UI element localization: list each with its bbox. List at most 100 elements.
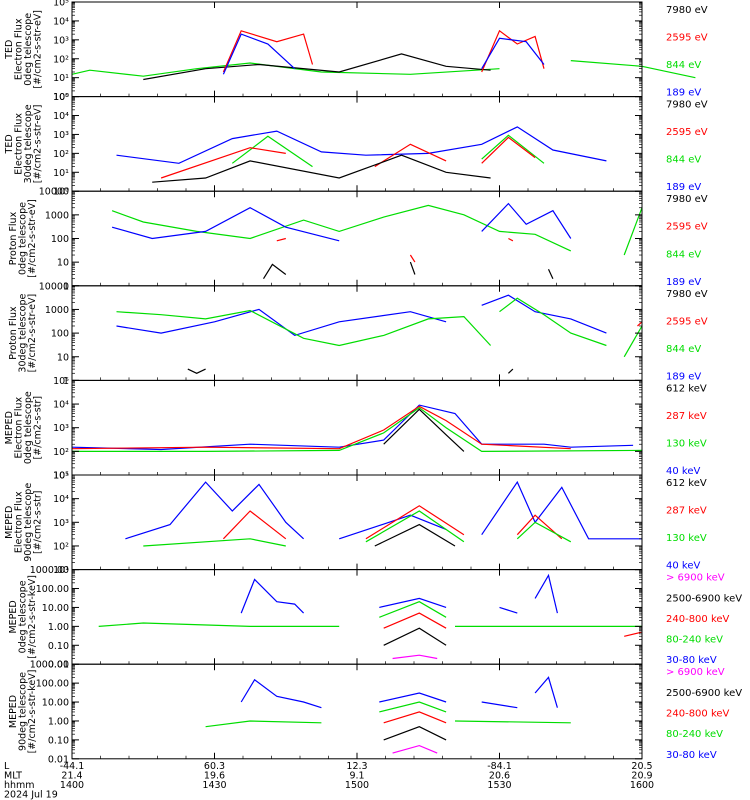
legend-entry: 80-240 keV bbox=[666, 635, 723, 646]
legend-entry: 30-80 keV bbox=[666, 750, 717, 761]
x-row-label: hhmm bbox=[4, 780, 35, 791]
y-axis-label: [#/cm2-s-str-eV] bbox=[33, 105, 44, 184]
legend-entry: > 6900 keV bbox=[666, 667, 725, 678]
legend-entry: > 6900 keV bbox=[666, 573, 725, 584]
y-tick-label: 1000.00 bbox=[30, 660, 69, 671]
panel-7-series-4-segment-1 bbox=[383, 627, 447, 646]
legend-entry: 2595 eV bbox=[666, 33, 708, 44]
y-tick-label: 10.00 bbox=[42, 698, 69, 709]
y-tick-label: 10¹ bbox=[53, 471, 69, 482]
y-tick-label: 0.01 bbox=[48, 754, 69, 765]
panel-8-series-2-segment-3 bbox=[454, 720, 571, 724]
panel-2-series-2-segment-1 bbox=[231, 135, 313, 168]
y-tick-label: 1 bbox=[63, 376, 69, 387]
x-tick-label: 1500 bbox=[345, 780, 369, 791]
y-tick-label: 10¹ bbox=[53, 565, 69, 576]
y-tick-label: 10³ bbox=[53, 423, 69, 434]
panel-3-series-4-segment-1 bbox=[262, 263, 287, 280]
legend-entry: 844 eV bbox=[666, 60, 701, 71]
x-tick-label: 20.9 bbox=[631, 770, 652, 781]
legend-entry: 80-240 keV bbox=[666, 729, 723, 740]
x-tick-label: 1430 bbox=[202, 780, 226, 791]
legend-entry: 189 eV bbox=[666, 88, 701, 99]
legend-entry: 2595 eV bbox=[666, 222, 708, 233]
panel-frame bbox=[71, 569, 643, 665]
panel-2-series-3-segment-2 bbox=[374, 143, 447, 168]
legend-entry: 612 keV bbox=[666, 383, 707, 394]
x-row-label: MLT bbox=[4, 770, 22, 781]
panel-6-series-1-segment-3 bbox=[481, 480, 642, 540]
panel-frame bbox=[71, 663, 643, 760]
panel-8-series-2-segment-2 bbox=[379, 701, 447, 713]
y-tick-label: 1.00 bbox=[48, 716, 69, 727]
legend-entry: 612 keV bbox=[666, 478, 707, 489]
y-tick-label: 0.10 bbox=[48, 735, 69, 746]
y-axis-label: [#/cm2-s-str] bbox=[33, 396, 44, 459]
legend-entry: 240-800 keV bbox=[666, 709, 730, 720]
panel-8-series-1-segment-1 bbox=[240, 678, 322, 709]
panel-4-series-2-segment-1 bbox=[116, 309, 492, 347]
date-label: 2024 Jul 19 bbox=[4, 789, 58, 800]
panel-7-series-2-segment-2 bbox=[379, 601, 447, 618]
y-tick-label: 10² bbox=[53, 54, 69, 65]
panel-6-series-3-segment-1 bbox=[143, 538, 286, 547]
y-axis-label: 90deg telescope bbox=[18, 672, 29, 751]
y-tick-label: 10¹ bbox=[53, 168, 69, 179]
panel-5-series-1-segment-1 bbox=[71, 404, 634, 451]
panel-5-series-3-segment-1 bbox=[72, 406, 643, 453]
y-tick-label: 100.00 bbox=[36, 679, 69, 690]
panel-2-series-2-segment-2 bbox=[481, 134, 545, 164]
legend-entry: 40 keV bbox=[666, 561, 700, 572]
y-tick-label: 100 bbox=[51, 234, 69, 245]
y-tick-label: 1000 bbox=[45, 305, 69, 316]
y-tick-label: 10⁵ bbox=[53, 92, 69, 103]
x-tick-label: 1400 bbox=[60, 780, 84, 791]
y-tick-label: 10.00 bbox=[42, 603, 69, 614]
y-tick-label: 10³ bbox=[53, 35, 69, 46]
panel-6-series-3-segment-2 bbox=[365, 510, 465, 543]
legend-entry: 2595 eV bbox=[666, 316, 708, 327]
y-tick-label: 10³ bbox=[53, 130, 69, 141]
panel-4-series-1-segment-2 bbox=[481, 294, 607, 334]
legend-entry: 40 keV bbox=[666, 466, 700, 477]
y-axis-label: MEPED bbox=[8, 695, 19, 728]
legend-entry: 2500-6900 keV bbox=[666, 688, 742, 699]
panel-7-series-1-segment-4 bbox=[534, 573, 558, 614]
panel-4-series-2-segment-2 bbox=[499, 297, 607, 347]
panel-8-series-5-segment-1 bbox=[392, 744, 438, 754]
y-axis-label: TED bbox=[4, 40, 15, 60]
panel-3-series-2-segment-1 bbox=[111, 207, 340, 242]
y-axis-label: 30deg telescope bbox=[23, 104, 34, 183]
panel-3-series-2-segment-2 bbox=[481, 202, 572, 239]
panel-4-series-4-segment-2 bbox=[507, 368, 514, 374]
panel-4-series-1-segment-1 bbox=[116, 308, 447, 337]
x-tick-label: 20.5 bbox=[631, 761, 652, 772]
y-axis-label: [#/cm2-s-str-keV] bbox=[27, 670, 38, 754]
x-tick-label: 12.3 bbox=[346, 761, 367, 772]
legend-entry: 189 eV bbox=[666, 182, 701, 193]
legend-entry: 7980 eV bbox=[666, 194, 708, 205]
y-axis-label: [#/cm2-s-str-eV] bbox=[27, 199, 38, 278]
y-axis-label: 0deg telescope bbox=[18, 202, 29, 275]
panel-6-series-3-segment-3 bbox=[516, 521, 572, 543]
panel-7-series-1-segment-2 bbox=[379, 597, 447, 608]
y-axis-label: MEPED bbox=[4, 506, 15, 539]
y-tick-label: 10¹ bbox=[53, 73, 69, 84]
legend-entry: 240-800 keV bbox=[666, 614, 730, 625]
y-tick-label: 10² bbox=[53, 541, 69, 552]
x-tick-label: 1600 bbox=[630, 780, 654, 791]
x-tick-label: -44.1 bbox=[60, 761, 85, 772]
y-axis-label: Proton Flux bbox=[8, 211, 19, 265]
panel-8-series-1-segment-4 bbox=[534, 676, 558, 708]
y-tick-label: 10² bbox=[53, 149, 69, 160]
panel-1-series-3-segment-1 bbox=[222, 30, 314, 73]
panel-8-series-1-segment-3 bbox=[481, 701, 518, 709]
y-axis-label: [#/cm2-s-str] bbox=[33, 491, 44, 554]
panel-4-series-2-segment-3 bbox=[623, 325, 643, 358]
panel-8-series-4-segment-1 bbox=[383, 726, 447, 741]
x-tick-label: 21.4 bbox=[61, 770, 82, 781]
y-tick-label: 100 bbox=[51, 329, 69, 340]
